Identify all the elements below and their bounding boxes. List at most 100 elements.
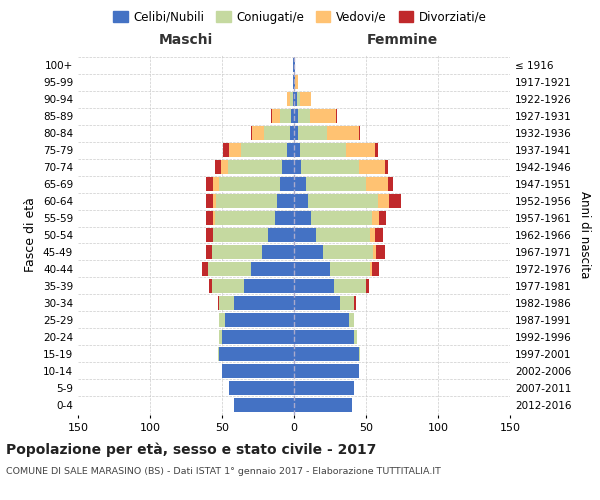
Bar: [370, 228, 374, 242]
Bar: [294, 279, 334, 293]
Bar: [294, 381, 355, 395]
Bar: [233, 398, 294, 412]
Bar: [294, 109, 298, 123]
Bar: [268, 228, 294, 242]
Bar: [300, 92, 311, 106]
Bar: [305, 177, 366, 191]
Bar: [219, 347, 294, 361]
Bar: [294, 347, 359, 361]
Bar: [359, 126, 360, 140]
Bar: [206, 177, 214, 191]
Bar: [294, 143, 300, 157]
Bar: [310, 109, 336, 123]
Bar: [311, 211, 372, 225]
Bar: [225, 313, 294, 327]
Bar: [346, 143, 374, 157]
Bar: [330, 262, 370, 276]
Bar: [214, 194, 216, 208]
Bar: [374, 228, 383, 242]
Bar: [233, 296, 294, 310]
Bar: [293, 92, 294, 106]
Bar: [373, 245, 376, 259]
Bar: [366, 279, 369, 293]
Bar: [294, 228, 316, 242]
Bar: [262, 245, 294, 259]
Bar: [301, 160, 359, 174]
Bar: [308, 194, 377, 208]
Bar: [376, 245, 385, 259]
Bar: [218, 296, 219, 310]
Text: Maschi: Maschi: [159, 32, 213, 46]
Bar: [298, 109, 310, 123]
Bar: [355, 330, 358, 344]
Bar: [294, 160, 301, 174]
Bar: [388, 177, 394, 191]
Bar: [212, 245, 262, 259]
Bar: [293, 75, 294, 89]
Bar: [272, 109, 280, 123]
Bar: [208, 262, 251, 276]
Bar: [294, 177, 305, 191]
Bar: [215, 211, 275, 225]
Bar: [212, 279, 244, 293]
Bar: [340, 296, 355, 310]
Bar: [355, 296, 356, 310]
Bar: [264, 126, 290, 140]
Bar: [222, 364, 294, 378]
Bar: [366, 177, 388, 191]
Bar: [294, 126, 298, 140]
Bar: [294, 398, 352, 412]
Bar: [287, 92, 290, 106]
Bar: [209, 279, 212, 293]
Bar: [377, 194, 389, 208]
Bar: [294, 262, 330, 276]
Y-axis label: Anni di nascita: Anni di nascita: [578, 192, 591, 278]
Bar: [215, 160, 221, 174]
Bar: [280, 109, 291, 123]
Bar: [298, 126, 327, 140]
Bar: [359, 347, 360, 361]
Bar: [275, 211, 294, 225]
Bar: [241, 143, 287, 157]
Bar: [252, 126, 264, 140]
Legend: Celibi/Nubili, Coniugati/e, Vedovi/e, Divorziati/e: Celibi/Nubili, Coniugati/e, Vedovi/e, Di…: [109, 6, 491, 28]
Bar: [374, 143, 377, 157]
Bar: [372, 262, 379, 276]
Bar: [214, 211, 215, 225]
Bar: [336, 109, 337, 123]
Bar: [219, 177, 280, 191]
Bar: [202, 262, 208, 276]
Bar: [294, 364, 359, 378]
Bar: [297, 92, 300, 106]
Bar: [251, 262, 294, 276]
Bar: [290, 126, 294, 140]
Bar: [294, 211, 311, 225]
Bar: [300, 143, 346, 157]
Text: Popolazione per età, sesso e stato civile - 2017: Popolazione per età, sesso e stato civil…: [6, 442, 376, 457]
Text: Femmine: Femmine: [367, 32, 437, 46]
Bar: [293, 58, 294, 72]
Bar: [294, 245, 323, 259]
Bar: [294, 58, 295, 72]
Bar: [327, 126, 359, 140]
Bar: [222, 330, 294, 344]
Bar: [219, 330, 222, 344]
Bar: [221, 160, 228, 174]
Bar: [379, 211, 386, 225]
Bar: [389, 194, 401, 208]
Bar: [359, 160, 385, 174]
Bar: [214, 177, 219, 191]
Bar: [228, 160, 283, 174]
Bar: [290, 92, 293, 106]
Bar: [206, 211, 214, 225]
Bar: [229, 381, 294, 395]
Bar: [214, 228, 268, 242]
Bar: [271, 109, 272, 123]
Bar: [385, 160, 388, 174]
Bar: [294, 194, 308, 208]
Y-axis label: Fasce di età: Fasce di età: [25, 198, 37, 272]
Bar: [372, 211, 379, 225]
Bar: [323, 245, 373, 259]
Bar: [291, 109, 294, 123]
Bar: [216, 194, 277, 208]
